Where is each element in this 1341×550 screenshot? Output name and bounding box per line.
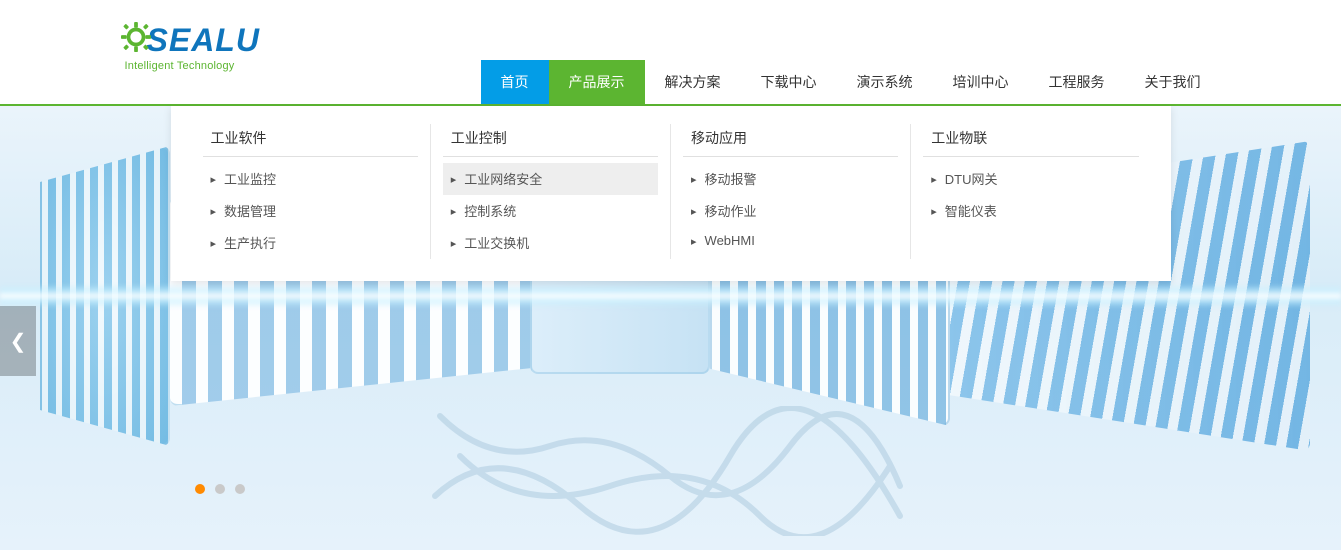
mega-head-software: 工业软件 <box>203 124 418 157</box>
mega-head-iot: 工业物联 <box>923 124 1138 157</box>
mega-item-mobile-alarm[interactable]: ▸ 移动报警 <box>683 163 898 195</box>
header: SEALU Intelligent Technology 首页 产品展示 解决方… <box>0 0 1341 104</box>
triangle-right-icon: ▸ <box>931 173 937 186</box>
carousel-prev-arrow[interactable]: ❮ <box>0 306 36 376</box>
nav-about[interactable]: 关于我们 <box>1125 60 1221 104</box>
triangle-right-icon: ▸ <box>691 235 697 248</box>
triangle-right-icon: ▸ <box>931 205 937 218</box>
gear-icon <box>121 22 151 52</box>
mega-item-data-mgmt[interactable]: ▸ 数据管理 <box>203 195 418 227</box>
nav-solutions[interactable]: 解决方案 <box>645 60 741 104</box>
triangle-right-icon: ▸ <box>211 205 217 218</box>
chevron-left-icon: ❮ <box>10 329 27 354</box>
mega-item-smart-meter[interactable]: ▸ 智能仪表 <box>923 195 1138 227</box>
mega-item-dtu[interactable]: ▸ DTU网关 <box>923 163 1138 195</box>
mega-col-control: 工业控制 ▸ 工业网络安全 ▸ 控制系统 ▸ 工业交换机 <box>430 124 670 259</box>
carousel-pager <box>195 484 245 494</box>
mega-col-mobile: 移动应用 ▸ 移动报警 ▸ 移动作业 ▸ WebHMI <box>670 124 910 259</box>
triangle-right-icon: ▸ <box>451 205 457 218</box>
brand-logo[interactable]: SEALU Intelligent Technology <box>121 22 260 72</box>
nav-services[interactable]: 工程服务 <box>1029 60 1125 104</box>
pager-dot-2[interactable] <box>215 484 225 494</box>
brand-logo-main: SEALU <box>121 22 260 58</box>
mega-head-mobile: 移动应用 <box>683 124 898 157</box>
mega-item-webhmi[interactable]: ▸ WebHMI <box>683 227 898 255</box>
turbine-light-beam <box>0 284 1341 308</box>
triangle-right-icon: ▸ <box>451 173 457 186</box>
mega-item-monitoring[interactable]: ▸ 工业监控 <box>203 163 418 195</box>
nav-products[interactable]: 产品展示 <box>549 60 645 104</box>
nav-demo[interactable]: 演示系统 <box>837 60 933 104</box>
mega-item-mes[interactable]: ▸ 生产执行 <box>203 227 418 259</box>
mega-item-mobile-ops[interactable]: ▸ 移动作业 <box>683 195 898 227</box>
brand-name: SEALU <box>147 24 260 56</box>
brand-tagline: Intelligent Technology <box>125 60 235 72</box>
main-nav: 首页 产品展示 解决方案 下载中心 演示系统 培训中心 工程服务 关于我们 <box>481 60 1221 104</box>
triangle-right-icon: ▸ <box>211 237 217 250</box>
triangle-right-icon: ▸ <box>211 173 217 186</box>
products-mega-menu: 工业软件 ▸ 工业监控 ▸ 数据管理 ▸ 生产执行 工业控制 ▸ 工业网络安全 … <box>171 106 1171 281</box>
triangle-right-icon: ▸ <box>691 173 697 186</box>
mega-col-iot: 工业物联 ▸ DTU网关 ▸ 智能仪表 <box>910 124 1150 259</box>
pager-dot-3[interactable] <box>235 484 245 494</box>
pager-dot-1[interactable] <box>195 484 205 494</box>
mega-item-control-system[interactable]: ▸ 控制系统 <box>443 195 658 227</box>
header-inner: SEALU Intelligent Technology 首页 产品展示 解决方… <box>121 0 1221 104</box>
turbine-pipes <box>430 406 910 536</box>
nav-home[interactable]: 首页 <box>481 60 549 104</box>
triangle-right-icon: ▸ <box>451 237 457 250</box>
triangle-right-icon: ▸ <box>691 205 697 218</box>
nav-downloads[interactable]: 下载中心 <box>741 60 837 104</box>
mega-head-control: 工业控制 <box>443 124 658 157</box>
mega-col-software: 工业软件 ▸ 工业监控 ▸ 数据管理 ▸ 生产执行 <box>191 124 430 259</box>
nav-training[interactable]: 培训中心 <box>933 60 1029 104</box>
mega-item-network-security[interactable]: ▸ 工业网络安全 <box>443 163 658 195</box>
mega-item-switch[interactable]: ▸ 工业交换机 <box>443 227 658 259</box>
